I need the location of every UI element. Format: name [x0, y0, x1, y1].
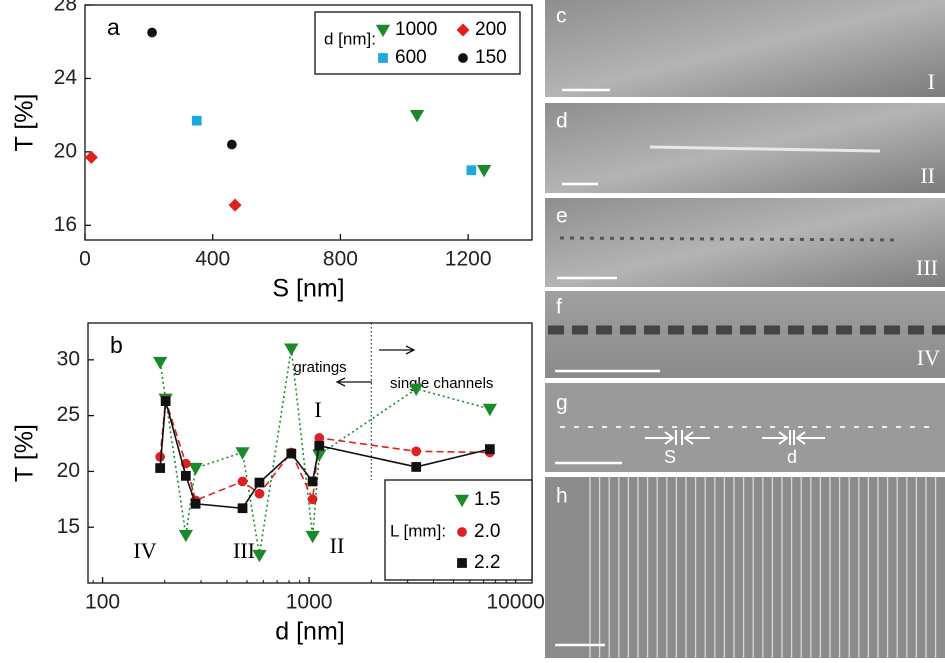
marker: [227, 140, 237, 150]
marker: [411, 462, 421, 472]
y-tick-label: 24: [54, 66, 78, 89]
annotation: II: [330, 533, 345, 558]
marker: [314, 441, 324, 451]
marker: [147, 28, 157, 38]
annotation: I: [314, 397, 321, 422]
sem-image: [545, 0, 945, 97]
legend-label: 1000: [395, 19, 437, 40]
marker: [305, 531, 319, 543]
marker: [411, 446, 421, 456]
marker: [179, 530, 193, 542]
marker: [477, 165, 491, 177]
panel-label: f: [556, 296, 562, 319]
marker: [238, 503, 248, 513]
x-axis-label: d [nm]: [275, 618, 344, 646]
panel-label: b: [110, 332, 123, 358]
figure: c d e f g h S d I II III IV 040080012001…: [0, 0, 945, 658]
marker: [457, 527, 467, 537]
marker: [378, 53, 388, 63]
annotation: S: [664, 447, 676, 467]
legend-label: 1.5: [474, 489, 500, 510]
annotation: single channels: [390, 375, 493, 392]
y-tick-label: 20: [54, 139, 77, 162]
marker: [457, 558, 467, 568]
marker: [284, 343, 298, 355]
marker: [85, 151, 98, 164]
panel-label: e: [556, 205, 568, 228]
marker: [410, 110, 424, 122]
marker: [308, 494, 318, 504]
marker: [483, 404, 497, 416]
marker: [161, 396, 171, 406]
y-axis-label: T [%]: [11, 424, 39, 482]
marker: [229, 199, 242, 212]
marker: [458, 53, 468, 63]
panel-label: d: [556, 110, 568, 133]
annotation: gratings: [293, 359, 346, 376]
x-tick-label: 1000: [286, 591, 333, 614]
marker: [181, 471, 191, 481]
marker: [286, 449, 296, 459]
legend-label: 600: [395, 47, 427, 68]
legend-label: 150: [475, 47, 507, 68]
x-axis-label: S [nm]: [272, 275, 344, 303]
panel-label: c: [556, 5, 567, 28]
marker: [153, 357, 167, 369]
marker: [238, 477, 248, 487]
y-tick-label: 15: [57, 515, 80, 538]
legend-title: L [mm]:: [390, 521, 446, 540]
x-tick-label: 10000: [486, 591, 544, 614]
y-tick-label: 20: [57, 459, 80, 482]
panel-label: g: [556, 392, 568, 415]
roman-label: IV: [917, 345, 940, 370]
marker: [466, 165, 476, 175]
legend-title: d [nm]:: [324, 29, 376, 48]
arrow: [379, 346, 414, 354]
legend-label: 2.2: [474, 552, 500, 573]
annotation: d: [787, 447, 797, 467]
legend-label: 200: [475, 19, 507, 40]
marker: [192, 116, 202, 126]
y-axis-label: T [%]: [11, 94, 39, 152]
marker: [255, 489, 265, 499]
sem-panels: c d e f g h S d I II III IV: [545, 0, 945, 658]
marker: [308, 477, 318, 487]
sem-image: [545, 198, 945, 287]
roman-label: I: [928, 69, 935, 94]
sem-image: [545, 477, 945, 658]
roman-label: II: [920, 163, 935, 188]
marker: [155, 463, 165, 473]
x-tick-label: 1200: [445, 248, 492, 271]
x-tick-label: 400: [195, 248, 230, 271]
annotation: III: [233, 538, 255, 563]
marker: [191, 499, 201, 509]
y-tick-label: 30: [57, 347, 80, 370]
panel-label: a: [107, 14, 120, 40]
legend-label: 2.0: [474, 521, 500, 542]
y-tick-label: 16: [54, 213, 77, 236]
marker: [485, 444, 495, 454]
y-tick-label: 28: [54, 0, 77, 16]
roman-label: III: [916, 255, 938, 280]
annotation: IV: [133, 538, 156, 563]
x-tick-label: 800: [323, 248, 358, 271]
x-tick-label: 0: [79, 248, 91, 271]
marker: [255, 478, 265, 488]
x-tick-label: 100: [85, 591, 120, 614]
marker: [312, 449, 326, 461]
panel-label: h: [556, 485, 568, 508]
arrow: [337, 378, 372, 386]
y-tick-label: 25: [57, 403, 80, 426]
